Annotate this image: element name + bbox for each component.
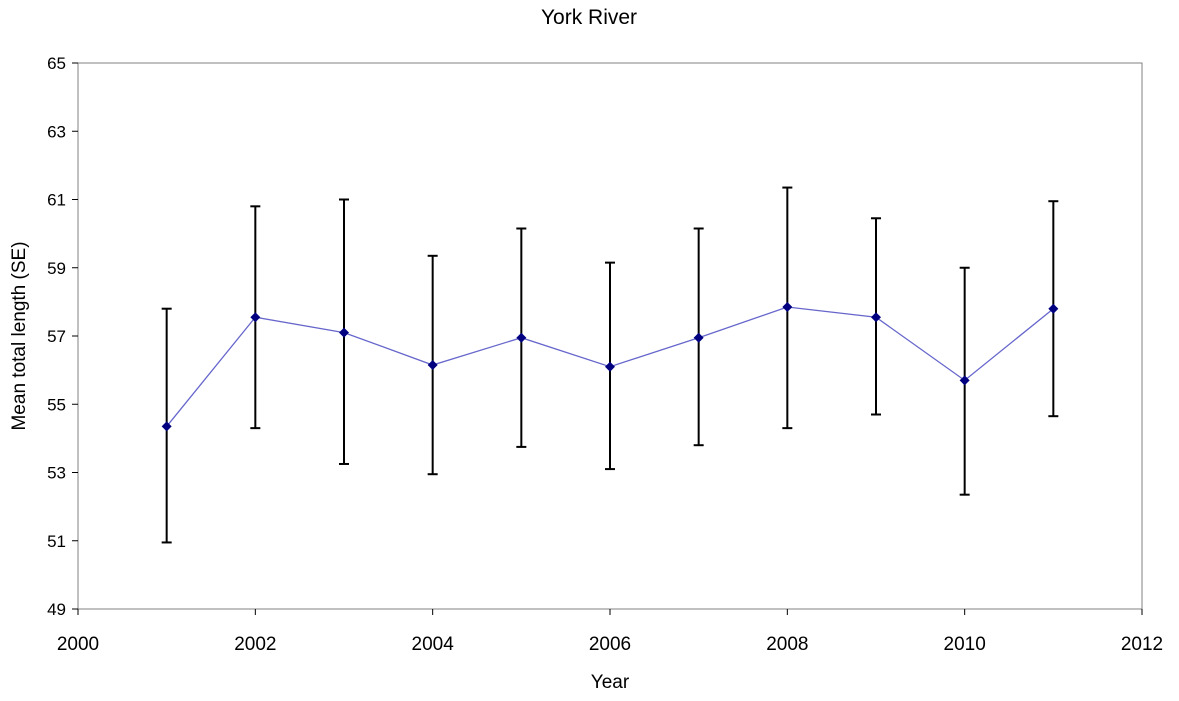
data-point bbox=[516, 332, 527, 343]
y-axis-title: Mean total length (SE) bbox=[9, 241, 30, 430]
x-tick-label: 2006 bbox=[589, 634, 631, 655]
y-tick-label: 55 bbox=[47, 395, 66, 414]
data-point bbox=[161, 421, 172, 432]
y-tick-label: 59 bbox=[47, 259, 66, 278]
data-point bbox=[959, 375, 970, 386]
data-point bbox=[693, 332, 704, 343]
markers bbox=[161, 301, 1059, 432]
y-tick-label: 61 bbox=[47, 191, 66, 210]
x-axis: 2000 2002 2004 2006 2008 2010 2012 bbox=[57, 609, 1163, 655]
y-tick-label: 53 bbox=[47, 464, 66, 483]
y-tick-label: 49 bbox=[47, 600, 66, 619]
x-tick-label: 2012 bbox=[1121, 634, 1163, 655]
data-point bbox=[871, 312, 881, 323]
x-tick-label: 2010 bbox=[944, 634, 986, 655]
data-point bbox=[339, 327, 349, 338]
x-axis-title: Year bbox=[591, 672, 630, 693]
data-point bbox=[605, 361, 615, 372]
y-tick-label: 65 bbox=[47, 54, 66, 73]
y-tick-label: 63 bbox=[47, 122, 66, 141]
data-point bbox=[1048, 303, 1059, 314]
y-axis: 49 51 53 55 57 59 61 63 65 bbox=[47, 54, 78, 619]
data-point bbox=[782, 301, 793, 312]
chart-title: York River bbox=[541, 6, 637, 29]
data-point bbox=[250, 312, 261, 323]
x-tick-label: 2000 bbox=[57, 634, 99, 655]
data-point bbox=[427, 360, 438, 371]
x-tick-label: 2002 bbox=[234, 634, 276, 655]
y-tick-label: 51 bbox=[47, 532, 66, 551]
x-tick-label: 2004 bbox=[412, 634, 455, 655]
y-tick-label: 57 bbox=[47, 327, 66, 346]
x-tick-label: 2008 bbox=[766, 634, 808, 655]
